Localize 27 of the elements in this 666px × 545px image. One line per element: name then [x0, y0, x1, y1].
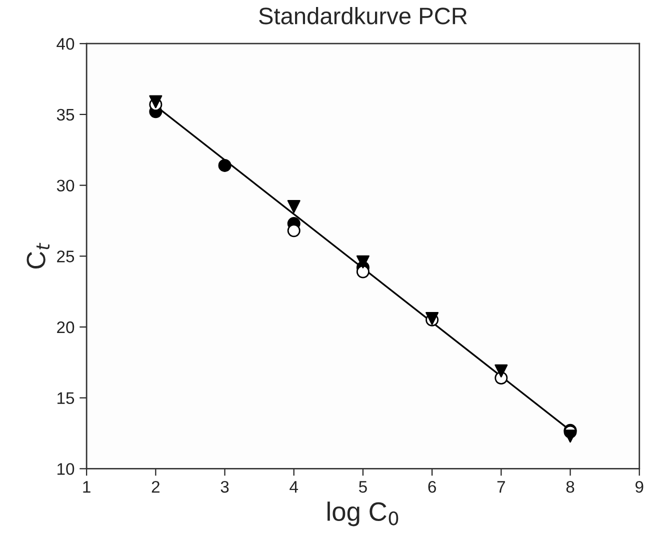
- y-tick-label: 35: [56, 108, 74, 121]
- point: [494, 364, 508, 378]
- point: [287, 200, 300, 214]
- point: [149, 95, 162, 108]
- x-tick-label: 3: [220, 480, 229, 493]
- x-tick-label: 9: [636, 480, 644, 493]
- x-tick-label: 5: [359, 481, 367, 493]
- x-axis-title: log C$_{0}$: [328, 502, 398, 526]
- point: [218, 158, 232, 172]
- y-axis-title: C$_{t}$: [26, 242, 50, 269]
- point: [356, 265, 370, 278]
- point: [287, 224, 300, 238]
- point: [356, 255, 370, 268]
- x-tick-label: 2: [152, 480, 160, 493]
- y-tick-label: 10: [58, 463, 74, 475]
- point: [564, 430, 577, 443]
- chart-title: Standardkurve PCR: [259, 7, 467, 24]
- y-tick-label: 40: [56, 38, 74, 50]
- x-tick-label: 6: [428, 480, 436, 493]
- x-tick-label: 8: [566, 480, 574, 493]
- y-tick-label: 20: [57, 321, 74, 334]
- y-tick-label: 15: [58, 392, 74, 404]
- x-tick-label: 1: [83, 481, 90, 493]
- x-tick-label: 7: [497, 481, 505, 493]
- y-tick-label: 25: [57, 250, 74, 262]
- x-tick-label: 4: [290, 481, 298, 493]
- y-tick-label: 30: [56, 180, 74, 192]
